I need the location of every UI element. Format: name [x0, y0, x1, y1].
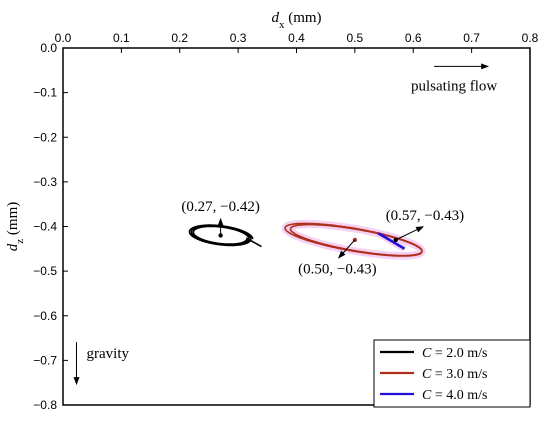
- annotation-label: (0.50, −0.43): [298, 261, 376, 277]
- flow-label: pulsating flow: [411, 78, 497, 94]
- axes-layer: 0.0 0.1 0.2 0.3 0.4 0.5 0.6 0.7 0.8 0.0 −0.1 −0.2 −0…: [5, 10, 539, 412]
- annotation-label: (0.27, −0.42): [181, 199, 259, 215]
- y-tick-label: −0.4: [33, 220, 57, 234]
- annotation-arrow: [338, 239, 356, 259]
- x-tick-label: 0.6: [405, 31, 422, 45]
- series-line-3: [377, 232, 406, 250]
- annotation-arrow: [395, 226, 425, 241]
- gravity-label: gravity: [87, 346, 130, 362]
- x-tick-label: 0.2: [171, 31, 188, 45]
- x-tick-label: 0.0: [55, 31, 72, 45]
- series-line-2: [284, 222, 423, 257]
- legend-label: C = 3.0 m/s: [422, 367, 487, 382]
- y-tick-label: −0.1: [33, 86, 57, 100]
- y-tick-label: −0.8: [33, 398, 57, 412]
- legend: C = 2.0 m/s C = 3.0 m/s C = 4.0 m/s: [373, 339, 531, 408]
- x-tick-label: 0.8: [522, 31, 539, 45]
- x-tick-label: 0.4: [288, 31, 305, 45]
- y-tick-label: 0.0: [40, 41, 57, 55]
- y-tick-label: −0.7: [33, 353, 57, 367]
- y-tick-label: −0.5: [33, 264, 57, 278]
- series-line-1: [188, 224, 262, 248]
- series-layer: [188, 222, 423, 257]
- legend-label: C = 2.0 m/s: [422, 346, 487, 361]
- y-tick-label: −0.2: [33, 130, 57, 144]
- x-tick-label: 0.5: [347, 31, 364, 45]
- legend-label: C = 4.0 m/s: [422, 388, 487, 403]
- x-tick-label: 0.7: [463, 31, 480, 45]
- y-tick-label: −0.6: [33, 309, 57, 323]
- y-axis-title: dz (mm): [5, 202, 26, 251]
- annotation-layer: (0.27, −0.42) (0.50, −0.43) (0.57, −0.43) p…: [73, 63, 497, 386]
- y-tick-label: −0.3: [33, 175, 57, 189]
- x-tick-label: 0.3: [230, 31, 247, 45]
- x-tick-label: 0.1: [113, 31, 130, 45]
- x-axis-title: dx (mm): [271, 10, 321, 31]
- annotation-label: (0.57, −0.43): [386, 208, 464, 224]
